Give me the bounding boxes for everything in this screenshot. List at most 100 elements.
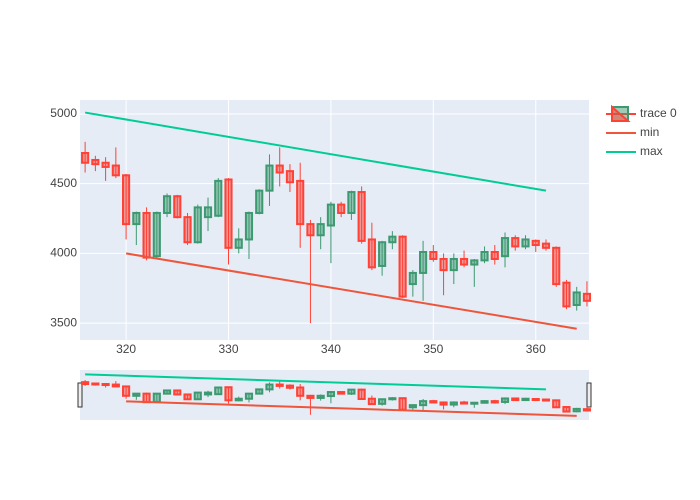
slider-candle-body (408, 404, 417, 409)
slider-candle-body (193, 391, 202, 401)
candle-body (378, 241, 387, 267)
slider-candle-body (562, 406, 571, 413)
slider-candle-body (347, 388, 356, 395)
trend-line (84, 111, 547, 192)
slider-candle-body (265, 383, 274, 391)
candle-body (214, 179, 223, 217)
slider-candle-body (378, 398, 387, 405)
candle-body (111, 164, 120, 177)
candle-body (296, 179, 305, 226)
y-tick-label: 5000 (50, 106, 77, 120)
slider-candle-body (244, 392, 254, 400)
candle-body (398, 235, 407, 298)
slider-candle-body (398, 397, 407, 411)
candle-body (316, 223, 325, 237)
legend-symbol (611, 104, 631, 122)
candle-body (173, 195, 182, 219)
candle-body (255, 189, 264, 214)
legend-label[interactable]: min (640, 125, 659, 139)
candle-body (122, 174, 131, 226)
candle-body (572, 291, 581, 306)
slider-handle-left[interactable] (77, 382, 83, 408)
candle-body (470, 259, 479, 266)
slider-candle-body (531, 397, 540, 401)
slider-candle-body (337, 391, 346, 395)
candle-body (500, 237, 510, 258)
slider-candle-body (480, 400, 489, 404)
slider-candle-body (552, 399, 561, 409)
slider-candle-body (183, 393, 192, 401)
candle-body (449, 257, 458, 272)
slider-candle-body (162, 389, 172, 395)
x-tick-label: 330 (218, 342, 238, 356)
candle-body (183, 216, 192, 244)
x-tick-label: 340 (321, 342, 341, 356)
slider-candle-body (490, 400, 499, 404)
slider-candle-body (255, 388, 264, 395)
candle-body (81, 151, 90, 164)
candle-body (132, 211, 141, 226)
candle-body (285, 170, 295, 184)
slider-candle-body (132, 392, 141, 397)
y-tick-label: 4500 (50, 176, 77, 190)
candle-body (429, 251, 438, 260)
legend-label[interactable]: trace 0 (640, 106, 677, 120)
slider-candle-body (152, 392, 161, 403)
slider-candle-body (500, 397, 510, 403)
slider-candle-body (275, 383, 284, 387)
slider-candle-body (316, 394, 325, 399)
candle-body (388, 235, 397, 244)
candle-body (152, 211, 161, 258)
slider-candle-body (142, 392, 151, 404)
candle-body (582, 292, 592, 302)
candle-body (234, 238, 243, 249)
slider-candle-body (572, 407, 581, 413)
slider-candle-body (81, 381, 90, 386)
slider-candle-body (449, 401, 458, 406)
candle-body (326, 203, 335, 227)
slider-candle-body (511, 397, 520, 402)
slider-candle-body (367, 397, 376, 406)
candle-body (306, 223, 315, 237)
candle-body (101, 161, 110, 168)
candle-body (193, 206, 202, 244)
candle-body (357, 191, 366, 242)
slider-candle-body (234, 397, 243, 402)
candle-body (91, 158, 100, 166)
candle-body (224, 178, 233, 249)
slider-candle-body (101, 383, 110, 387)
slider-candle-body (173, 389, 182, 396)
slider-candle-body (224, 386, 233, 402)
slider-candle-body (419, 400, 428, 407)
slider-candle-body (439, 401, 448, 406)
marks (81, 111, 592, 330)
candle-body (541, 242, 551, 249)
legend-label[interactable]: max (640, 144, 663, 158)
candle-body (337, 203, 346, 214)
slider-line (85, 373, 547, 391)
candle-body (511, 237, 520, 248)
slider-candle-body (203, 391, 213, 396)
slider-candle-body (459, 401, 469, 405)
x-tick-label: 360 (526, 342, 546, 356)
slider-candle-body (214, 386, 223, 396)
slider-candle-body (582, 408, 592, 412)
slider-candle-body (470, 401, 479, 405)
slider-candle-body (388, 397, 397, 401)
candle-body (203, 206, 213, 219)
slider-candle-body (357, 388, 366, 400)
trend-line (125, 252, 577, 330)
candle-body (142, 211, 151, 259)
slider-candle-body (521, 397, 530, 402)
x-tick-label: 320 (116, 342, 136, 356)
candle-body (162, 195, 172, 214)
slider-candle-body (91, 382, 100, 386)
candle-body (562, 281, 571, 308)
slider-handle-right[interactable] (586, 382, 592, 408)
candle-body (367, 238, 376, 269)
slider-candle-body (111, 383, 120, 388)
slider-marks (81, 373, 592, 417)
slider-line (126, 400, 577, 417)
slider-candle-body (296, 386, 305, 397)
